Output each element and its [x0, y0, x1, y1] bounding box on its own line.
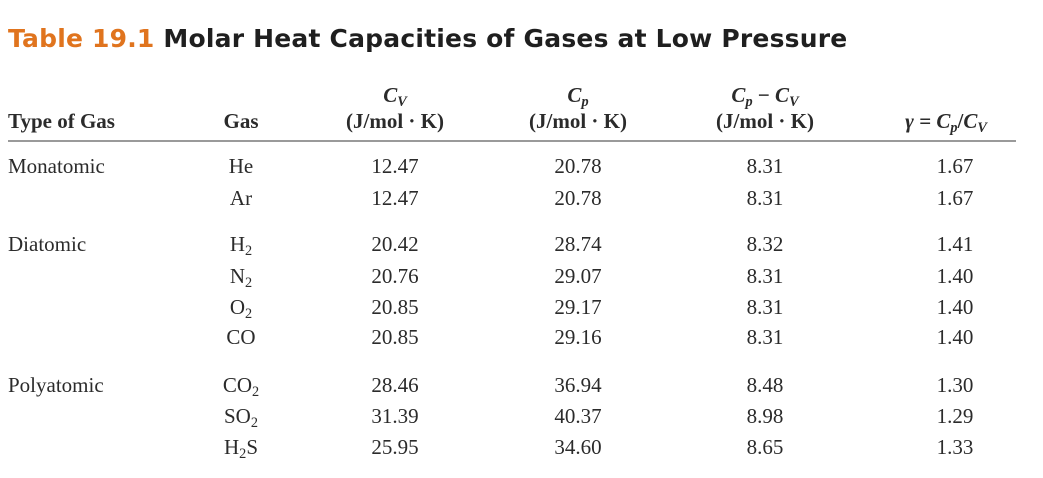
diff-cell: 8.31 [746, 264, 784, 288]
header-gamma: γ = Cp/CV [905, 109, 987, 136]
cp-cell: 29.07 [554, 264, 602, 288]
header-diff-unit: (J/mol · K) [716, 109, 814, 133]
cv-cell: 28.46 [371, 373, 419, 397]
cp-cell: 36.94 [554, 373, 602, 397]
cp-cell: 29.16 [554, 325, 602, 349]
header-type-of-gas: Type of Gas [8, 109, 115, 133]
cv-cell: 25.95 [371, 435, 419, 459]
header-gas: Gas [223, 109, 259, 133]
header-cv-unit: (J/mol · K) [346, 109, 444, 133]
cv-cell: 20.85 [371, 295, 419, 319]
cv-cell: 20.85 [371, 325, 419, 349]
gamma-cell: 1.41 [936, 232, 974, 256]
cp-cell: 40.37 [554, 404, 602, 428]
header-cp-symbol: Cp [567, 83, 589, 110]
cv-cell: 20.42 [371, 232, 419, 256]
gas-cell: H2S [224, 435, 258, 462]
cp-cell: 29.17 [554, 295, 602, 319]
gas-cell: CO2 [222, 373, 260, 400]
table-title-text: Molar Heat Capacities of Gases at Low Pr… [163, 24, 848, 53]
header-diff-symbol: Cp − CV [731, 83, 799, 110]
type-diatomic: Diatomic [8, 232, 87, 256]
type-monatomic: Monatomic [8, 154, 105, 178]
table-number: Table 19.1 [8, 24, 155, 53]
gas-cell: He [228, 154, 254, 178]
cp-cell: 34.60 [554, 435, 602, 459]
gamma-cell: 1.30 [936, 373, 974, 397]
gas-cell: O2 [229, 295, 253, 322]
diff-cell: 8.98 [746, 404, 784, 428]
cp-cell: 20.78 [554, 186, 602, 210]
gamma-cell: 1.67 [936, 186, 974, 210]
diff-cell: 8.32 [746, 232, 784, 256]
cv-cell: 31.39 [371, 404, 419, 428]
header-rule [8, 140, 1016, 142]
gas-cell: SO2 [224, 404, 258, 431]
gas-cell: H2 [229, 232, 253, 259]
header-cv-symbol: CV [383, 83, 407, 110]
diff-cell: 8.48 [746, 373, 784, 397]
header-cp-unit: (J/mol · K) [529, 109, 627, 133]
gas-cell: CO [226, 325, 256, 349]
diff-cell: 8.31 [746, 295, 784, 319]
gamma-cell: 1.29 [936, 404, 974, 428]
cv-cell: 12.47 [371, 154, 419, 178]
diff-cell: 8.31 [746, 186, 784, 210]
gas-cell: N2 [229, 264, 253, 291]
gamma-cell: 1.40 [936, 325, 974, 349]
cp-cell: 28.74 [554, 232, 602, 256]
gamma-cell: 1.33 [936, 435, 974, 459]
cp-cell: 20.78 [554, 154, 602, 178]
type-polyatomic: Polyatomic [8, 373, 104, 397]
gas-cell: Ar [229, 186, 253, 210]
gamma-cell: 1.40 [936, 295, 974, 319]
table-title: Table 19.1 Molar Heat Capacities of Gase… [8, 24, 847, 53]
gamma-cell: 1.67 [936, 154, 974, 178]
diff-cell: 8.31 [746, 325, 784, 349]
diff-cell: 8.31 [746, 154, 784, 178]
gamma-cell: 1.40 [936, 264, 974, 288]
cv-cell: 12.47 [371, 186, 419, 210]
diff-cell: 8.65 [746, 435, 784, 459]
cv-cell: 20.76 [371, 264, 419, 288]
